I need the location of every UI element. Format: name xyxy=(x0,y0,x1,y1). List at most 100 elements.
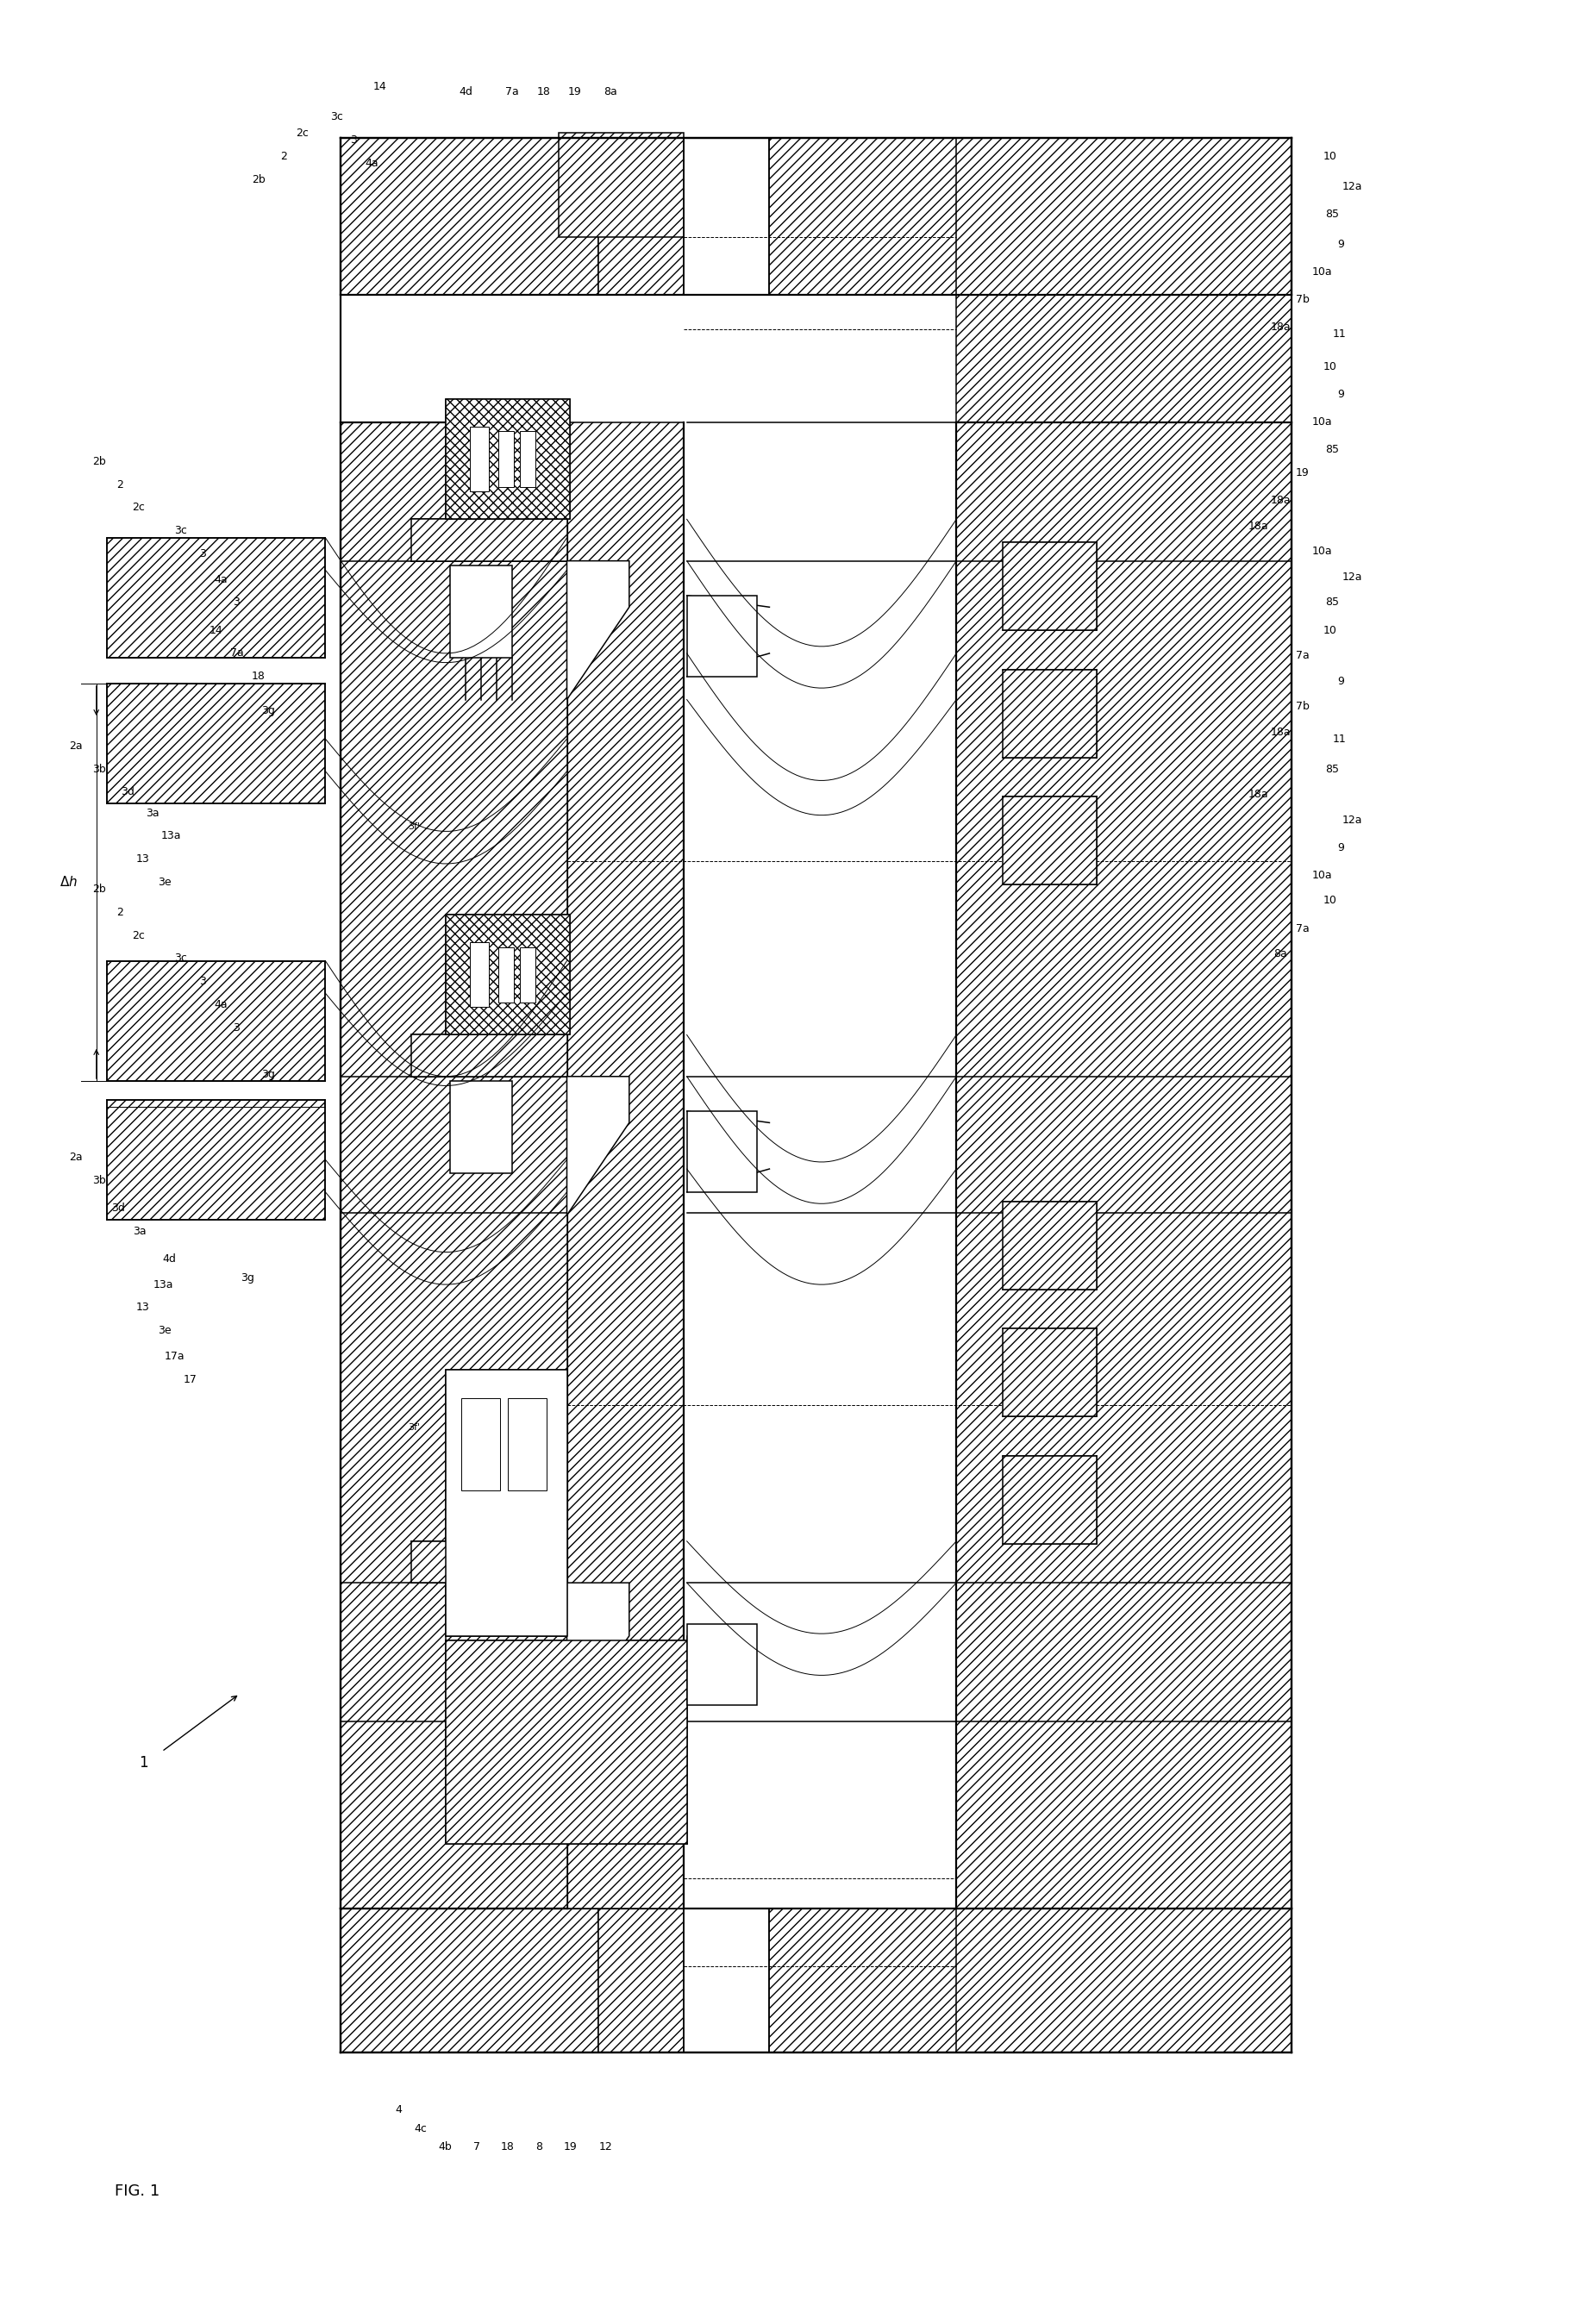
Text: 85: 85 xyxy=(1325,762,1339,774)
Text: 3: 3 xyxy=(199,548,206,560)
Bar xyxy=(1003,541,1096,630)
Bar xyxy=(341,137,598,295)
Text: 10: 10 xyxy=(1324,151,1338,163)
Bar xyxy=(471,428,488,490)
Bar xyxy=(411,1541,567,1583)
Text: 18: 18 xyxy=(537,86,551,98)
Bar xyxy=(446,1371,567,1636)
Bar xyxy=(1003,669,1096,758)
Text: 4c: 4c xyxy=(414,2122,427,2133)
Text: 11: 11 xyxy=(1333,734,1347,744)
Text: 3: 3 xyxy=(199,976,206,988)
Text: 85: 85 xyxy=(1325,597,1339,609)
Bar xyxy=(446,916,570,1034)
Text: 7a: 7a xyxy=(1295,923,1309,934)
Text: 2c: 2c xyxy=(132,502,144,514)
Text: 19: 19 xyxy=(568,86,581,98)
Text: 3: 3 xyxy=(234,1023,240,1034)
Text: 7b: 7b xyxy=(1295,295,1309,304)
Text: 2a: 2a xyxy=(69,1153,83,1162)
Text: 17a: 17a xyxy=(165,1350,184,1362)
Bar xyxy=(446,1371,567,1636)
Text: 9: 9 xyxy=(1338,841,1344,853)
Bar xyxy=(498,432,513,488)
Text: 9: 9 xyxy=(1338,388,1344,400)
Text: 1: 1 xyxy=(138,1755,148,1771)
Text: 7a: 7a xyxy=(1295,651,1309,662)
Bar xyxy=(1003,1202,1096,1290)
Text: 10a: 10a xyxy=(1313,546,1333,558)
Text: 2b: 2b xyxy=(93,456,107,467)
Text: 3g: 3g xyxy=(261,706,275,716)
Bar xyxy=(686,1111,757,1192)
Text: 18: 18 xyxy=(501,2140,515,2152)
Text: 4b: 4b xyxy=(438,2140,452,2152)
Bar xyxy=(451,1081,512,1174)
Bar xyxy=(1003,1329,1096,1415)
Text: 3f': 3f' xyxy=(408,823,421,832)
Bar xyxy=(107,537,325,658)
Bar xyxy=(107,683,325,804)
Text: 3a: 3a xyxy=(133,1225,146,1236)
Text: 10a: 10a xyxy=(1313,267,1333,277)
Bar xyxy=(686,595,757,676)
Bar xyxy=(411,1034,567,1076)
Polygon shape xyxy=(567,1076,630,1215)
Text: 7a: 7a xyxy=(506,86,520,98)
Bar xyxy=(956,137,1292,423)
Bar xyxy=(471,941,488,1006)
Text: 18a: 18a xyxy=(1270,727,1291,737)
Text: 3c: 3c xyxy=(174,525,187,537)
Text: 7a: 7a xyxy=(229,648,243,660)
Text: 3c: 3c xyxy=(174,953,187,964)
Text: 85: 85 xyxy=(1325,444,1339,456)
Polygon shape xyxy=(567,1583,630,1722)
Bar xyxy=(769,137,1292,295)
Text: 3: 3 xyxy=(350,135,356,146)
Text: 13: 13 xyxy=(137,853,149,865)
Bar xyxy=(1003,797,1096,885)
Text: FIG. 1: FIG. 1 xyxy=(115,2182,160,2199)
Bar xyxy=(559,132,683,237)
Polygon shape xyxy=(567,560,630,700)
Text: 3g: 3g xyxy=(261,1069,275,1081)
Bar xyxy=(451,565,512,658)
Text: 10: 10 xyxy=(1324,895,1338,906)
Text: 4a: 4a xyxy=(214,999,228,1011)
Bar xyxy=(507,1397,546,1490)
Text: 19: 19 xyxy=(564,2140,576,2152)
Text: 12a: 12a xyxy=(1342,181,1363,193)
Text: 3: 3 xyxy=(234,597,240,609)
Bar xyxy=(520,946,535,1002)
Text: 13a: 13a xyxy=(154,1278,173,1290)
Bar xyxy=(956,423,1292,1908)
Text: 8a: 8a xyxy=(1273,948,1287,960)
Text: 18a: 18a xyxy=(1248,521,1269,532)
Bar xyxy=(341,1908,598,2052)
Text: 3b: 3b xyxy=(93,1176,107,1185)
Text: 2: 2 xyxy=(116,906,122,918)
Text: 2c: 2c xyxy=(132,930,144,941)
Text: 11: 11 xyxy=(1333,328,1347,339)
Text: 18: 18 xyxy=(251,672,265,681)
Bar xyxy=(446,400,570,518)
Bar xyxy=(446,1641,686,1843)
Text: 2b: 2b xyxy=(251,174,265,186)
Text: 8a: 8a xyxy=(604,86,617,98)
Bar xyxy=(567,423,683,1908)
Text: 2c: 2c xyxy=(295,128,308,139)
Text: 2b: 2b xyxy=(93,883,107,895)
Text: 3g: 3g xyxy=(240,1271,254,1283)
Text: 10: 10 xyxy=(1324,625,1338,637)
Bar xyxy=(769,1908,1292,2052)
Bar xyxy=(683,423,956,1908)
Bar xyxy=(1003,1455,1096,1543)
Text: 7b: 7b xyxy=(1295,702,1309,711)
Bar xyxy=(956,1843,1292,2052)
Text: 12a: 12a xyxy=(1342,572,1363,583)
Text: 3e: 3e xyxy=(159,1325,171,1336)
Text: 4a: 4a xyxy=(214,574,228,586)
Text: 3c: 3c xyxy=(330,112,342,123)
Text: 3f': 3f' xyxy=(408,1425,421,1432)
Text: 10a: 10a xyxy=(1313,416,1333,428)
